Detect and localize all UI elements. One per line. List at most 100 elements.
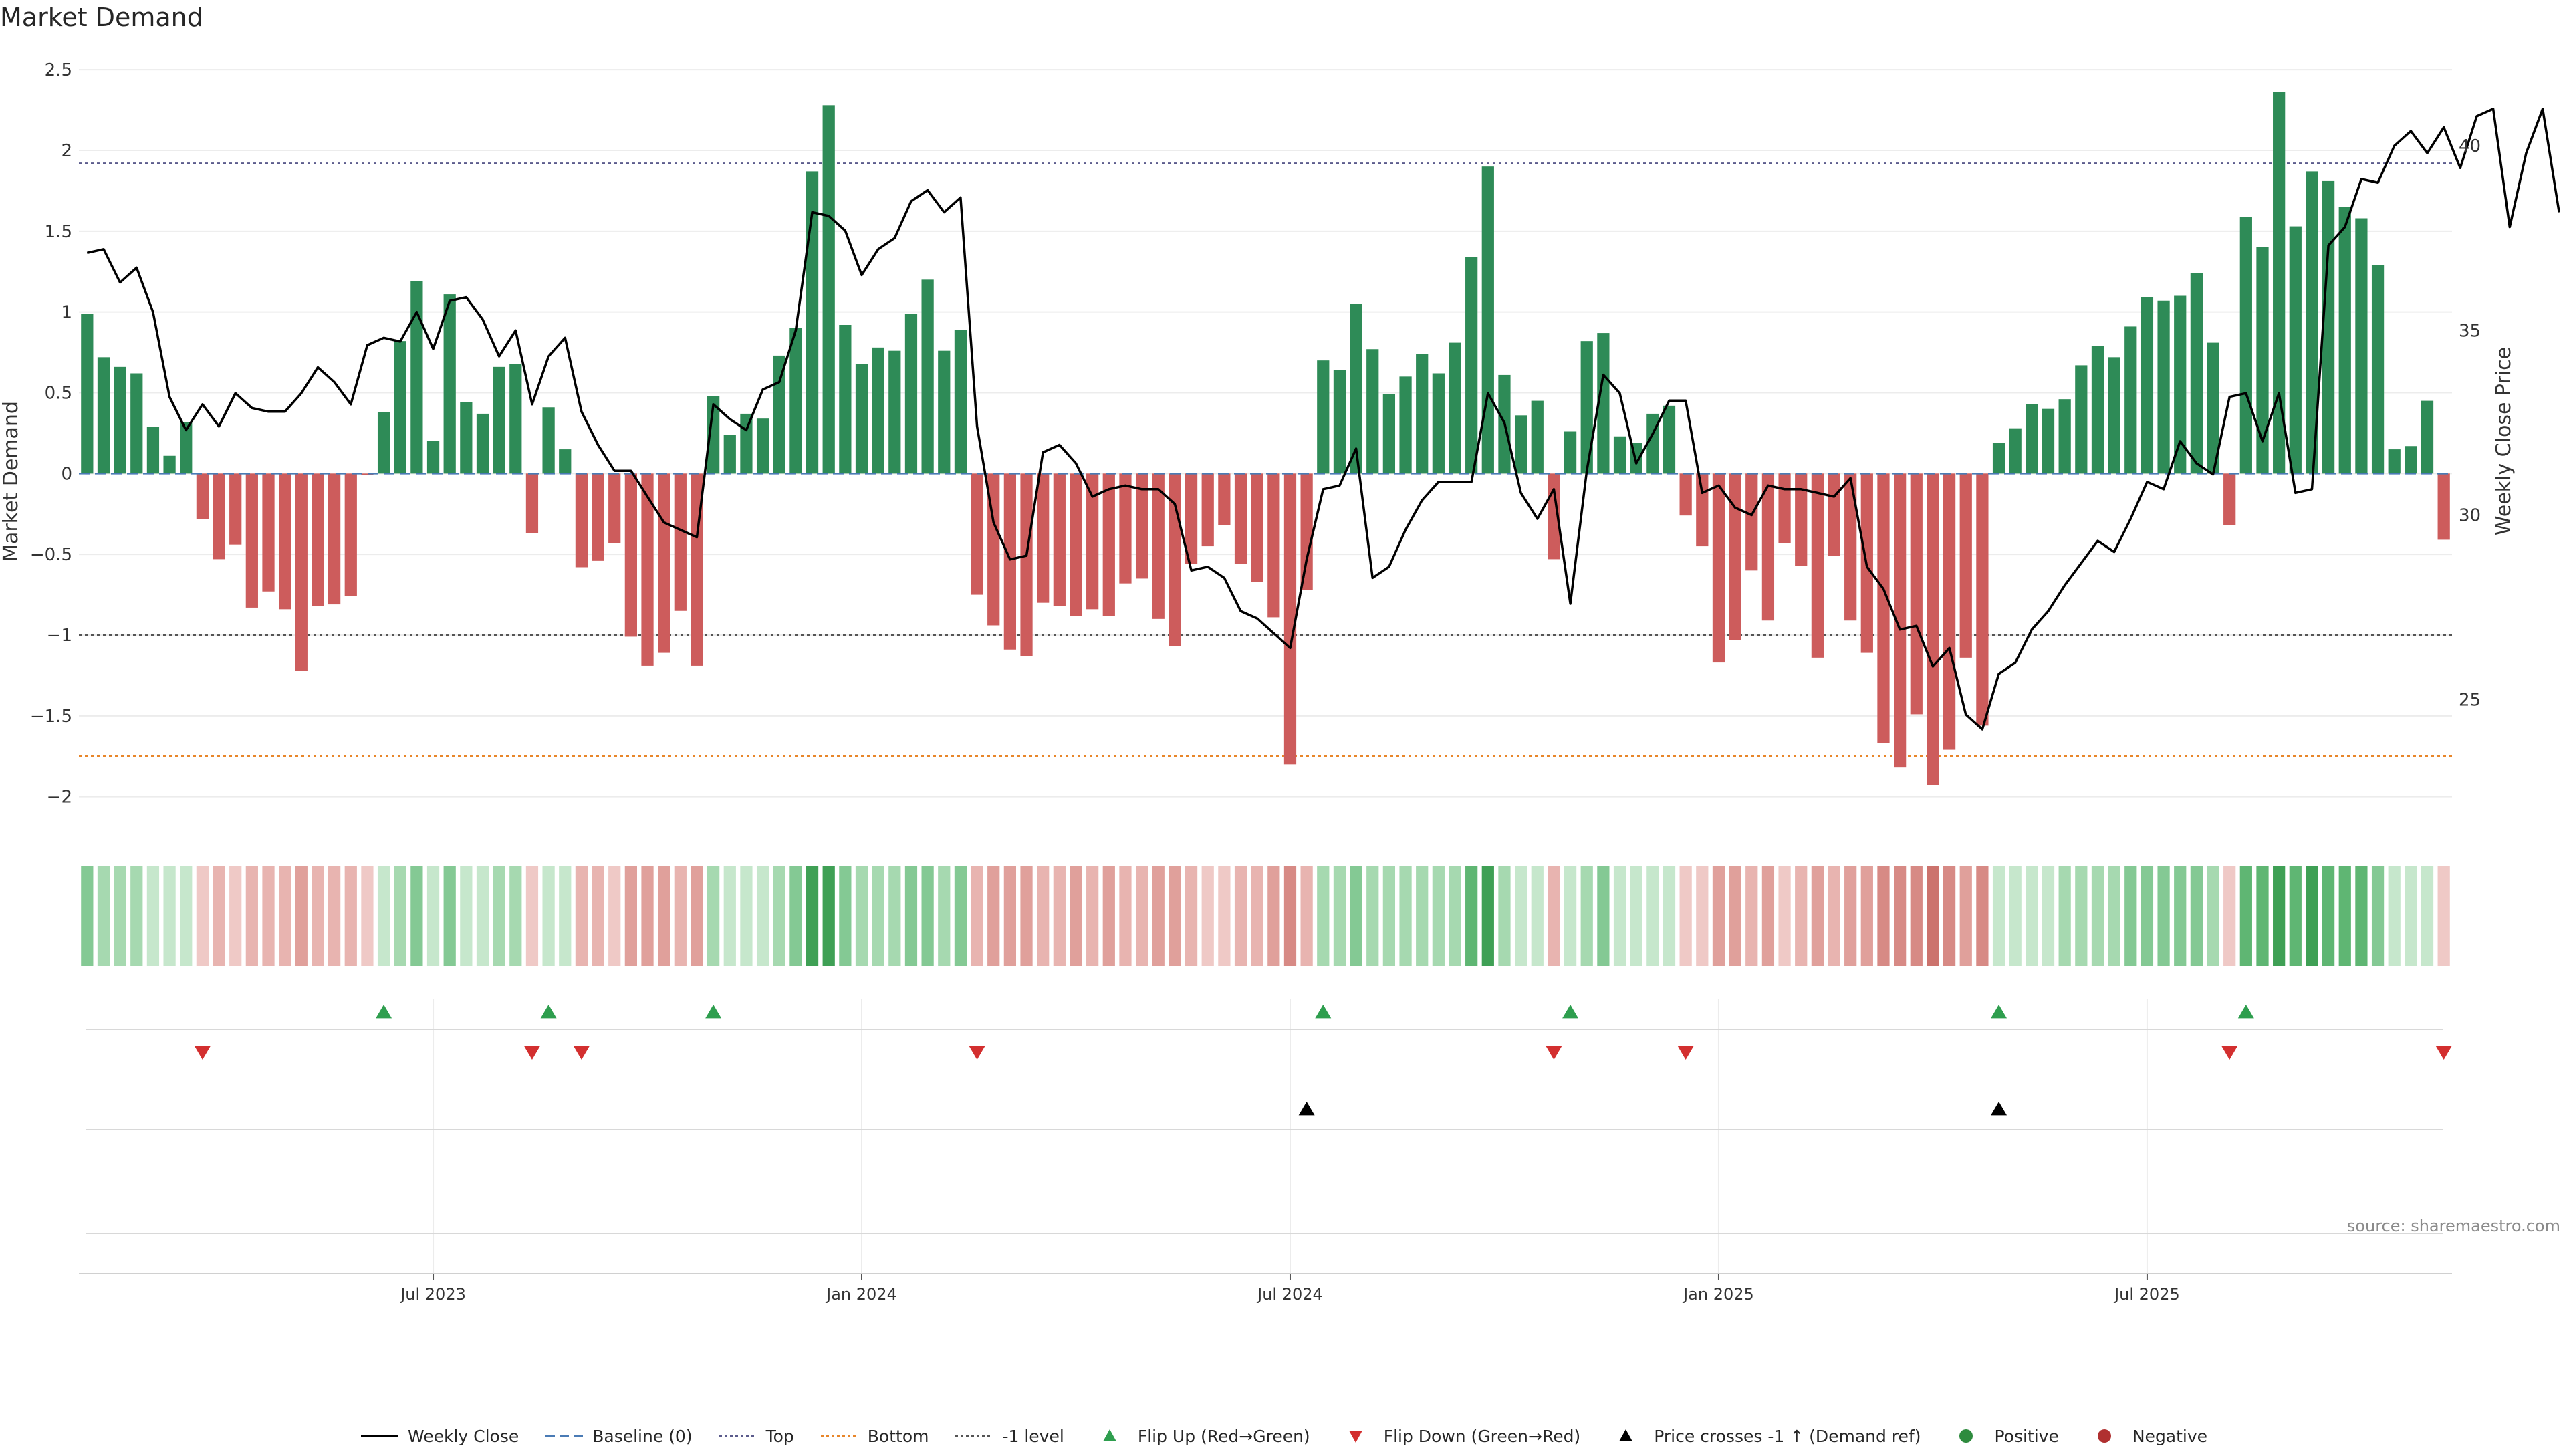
heat-cell [938,866,951,966]
demand-bar [1580,341,1593,474]
heat-cell [2338,866,2351,966]
heat-cell [163,866,176,966]
chart-title: Market Demand [0,3,203,32]
heat-cell [839,866,852,966]
y2-tick-label: 35 [2459,321,2481,341]
demand-bar [279,473,291,610]
demand-bar [1086,473,1099,610]
demand-bar [921,279,934,474]
heat-cell [773,866,785,966]
heat-cell [1613,866,1626,966]
demand-bar [1514,415,1527,474]
demand-bar [1102,473,1115,616]
heat-cell [740,866,753,966]
heat-cell [2058,866,2071,966]
heat-cell [1811,866,1824,966]
demand-bar [377,412,390,474]
demand-bar [1218,473,1231,525]
heat-cell [2026,866,2038,966]
x-tick-label: Jan 2025 [1682,1285,1754,1304]
heat-cell [2091,866,2104,966]
demand-bar [361,473,374,475]
heat-cell [1745,866,1758,966]
demand-bar [1894,473,1907,768]
demand-bar [2223,473,2236,525]
demand-bar [2273,92,2286,474]
flip-up-marker [2237,1005,2254,1019]
demand-bar [624,473,637,637]
legend-swatch-icon [955,1435,993,1437]
legend-item: Weekly Close [360,1427,519,1446]
heat-cell [1663,866,1676,966]
flip-down-marker [194,1046,211,1060]
heat-cell [2174,866,2187,966]
demand-bar [954,330,967,474]
flip-up-marker [376,1005,392,1019]
heat-cell [1449,866,1461,966]
demand-bar [2405,446,2417,474]
heat-cell [1382,866,1396,966]
y-tick-label: −1.5 [30,707,72,727]
heat-cell [493,866,505,966]
heat-cell [987,866,1000,966]
demand-bar [394,341,406,474]
demand-bar [1234,473,1247,564]
y-tick-label: 2.5 [45,60,72,80]
demand-bar [1399,376,1412,474]
heat-cell [1185,866,1198,966]
demand-bar [295,473,308,671]
heat-cell [81,866,94,966]
demand-bar [1185,473,1198,564]
demand-bar [328,473,341,605]
demand-bar [1119,473,1132,584]
heat-cell [592,866,604,966]
heat-cell [1531,866,1544,966]
y-tick-label: 1.5 [45,222,72,242]
demand-bar [2338,207,2351,474]
demand-bar [904,314,918,474]
heat-cell [822,866,835,966]
heat-cell [855,866,868,966]
demand-bar [641,473,654,666]
demand-bar [707,396,720,474]
demand-bar [344,473,357,596]
heat-cell [1432,866,1445,966]
heat-cell [460,866,473,966]
heat-cell [1300,866,1313,966]
y-tick-label: 0 [61,464,72,484]
heat-cell [361,866,374,966]
legend-label: Price crosses -1 ↑ (Demand ref) [1654,1426,1921,1446]
demand-bar [1531,400,1544,474]
heat-cell [1646,866,1659,966]
demand-bar [2355,218,2368,474]
heat-cell [196,866,209,966]
demand-bar [525,473,539,533]
demand-bar [312,473,324,606]
heat-cell [1696,866,1709,966]
heat-cell [1416,866,1429,966]
demand-bar [1020,473,1033,656]
demand-bar [81,314,94,474]
demand-bar [971,473,983,595]
demand-bar [1449,342,1461,474]
price-cross-marker [1298,1102,1315,1116]
demand-bar [1350,304,1362,474]
heat-cell [2371,866,2385,966]
demand-bar [476,413,489,474]
flip-down-marker [1546,1046,1562,1060]
legend-swatch-icon [719,1435,757,1437]
demand-bar [1251,473,1263,582]
heat-cell [2256,866,2269,966]
heat-cell [180,866,193,966]
heat-cell [954,866,967,966]
demand-bar [658,473,670,653]
heat-cell [608,866,621,966]
legend-item: Top [718,1427,794,1446]
demand-bar [1761,473,1775,621]
demand-bar [839,325,852,474]
demand-bar [1053,473,1066,606]
legend-triangle-up [1619,1429,1633,1441]
heat-cell [377,866,390,966]
demand-bar [855,364,868,474]
demand-bar [2207,342,2219,474]
